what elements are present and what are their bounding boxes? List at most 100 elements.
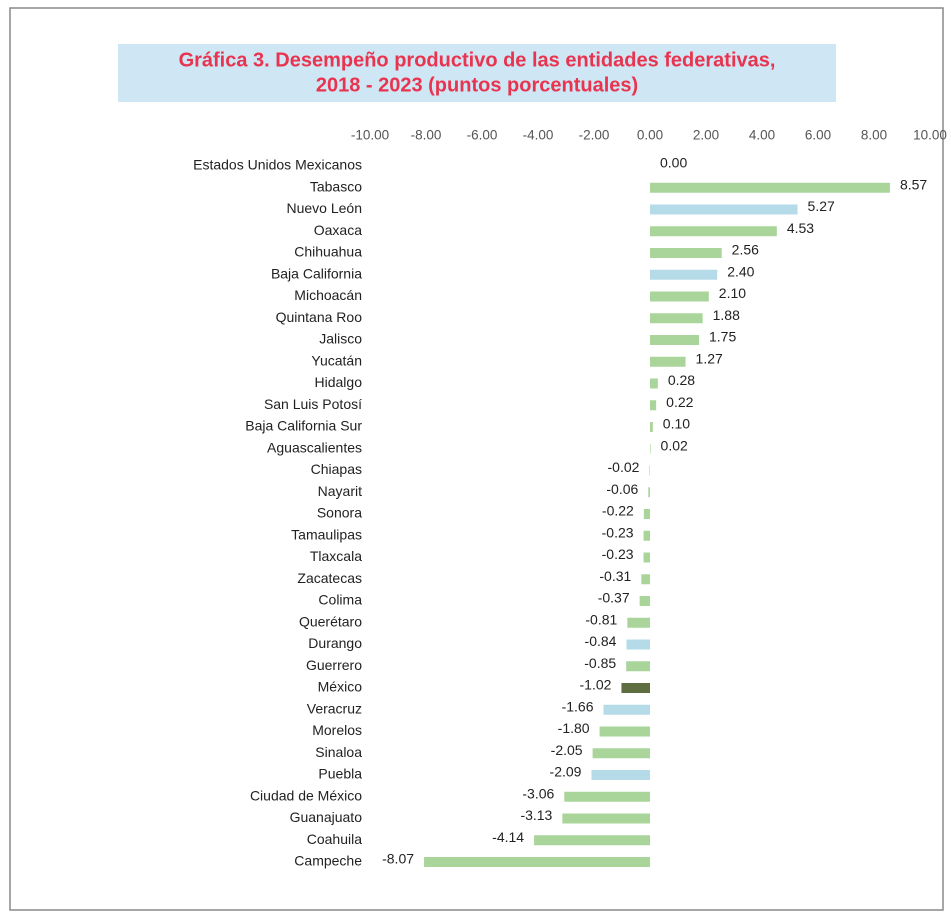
- value-label: -8.07: [382, 851, 414, 867]
- value-label: -0.31: [599, 568, 631, 584]
- category-label: Hidalgo: [315, 374, 363, 390]
- bar: [603, 704, 650, 715]
- category-label: Puebla: [318, 766, 362, 782]
- bar: [564, 791, 650, 802]
- category-label: Oaxaca: [314, 222, 362, 238]
- bar: [643, 530, 650, 541]
- category-label: Michoacán: [294, 287, 362, 303]
- category-label: Guerrero: [306, 657, 362, 673]
- category-label: Tabasco: [310, 178, 362, 194]
- value-label: -1.02: [580, 677, 612, 693]
- category-label: Campeche: [294, 853, 362, 869]
- title-box: [118, 44, 836, 102]
- value-label: -0.06: [606, 481, 638, 497]
- category-label: Estados Unidos Mexicanos: [193, 157, 362, 173]
- value-label: -0.23: [602, 524, 634, 540]
- value-label: -1.66: [562, 698, 594, 714]
- value-label: -0.37: [598, 590, 630, 606]
- category-label: San Luis Potosí: [264, 396, 362, 412]
- chart-title: Gráfica 3. Desempeño productivo de las e…: [179, 49, 776, 71]
- category-label: Nuevo León: [286, 200, 362, 216]
- bar: [643, 509, 650, 519]
- bar: [650, 291, 709, 302]
- category-label: Coahuila: [307, 831, 362, 847]
- bar: [599, 726, 650, 737]
- bar: [534, 835, 650, 846]
- x-tick-label: 4.00: [749, 128, 775, 143]
- value-label: 4.53: [787, 220, 814, 236]
- bar: [626, 639, 650, 650]
- x-tick-label: -6.00: [467, 128, 498, 143]
- value-label: 0.22: [666, 394, 693, 410]
- category-label: Nayarit: [318, 483, 362, 499]
- category-label: Tamaulipas: [291, 526, 362, 542]
- category-label: Aguascalientes: [267, 439, 362, 455]
- category-label: Chihuahua: [294, 244, 362, 260]
- value-label: 1.27: [696, 350, 723, 366]
- category-label: Zacatecas: [297, 570, 362, 586]
- value-label: 0.28: [668, 372, 695, 388]
- x-tick-label: -10.00: [351, 128, 389, 143]
- x-tick-label: 0.00: [637, 128, 663, 143]
- category-label: Morelos: [312, 722, 362, 738]
- category-label: Quintana Roo: [276, 309, 363, 325]
- category-label: Veracruz: [307, 700, 362, 716]
- bar: [592, 748, 650, 759]
- bar: [650, 356, 686, 367]
- bar: [650, 204, 798, 215]
- bar: [621, 683, 650, 693]
- value-label: -0.84: [585, 633, 617, 649]
- value-label: 0.02: [661, 437, 688, 453]
- value-label: 0.10: [663, 416, 690, 432]
- category-label: Sinaloa: [315, 744, 362, 760]
- bar: [650, 422, 653, 432]
- value-label: -0.81: [585, 611, 617, 627]
- bar: [627, 617, 650, 628]
- bar: [650, 378, 658, 389]
- value-label: -1.80: [558, 720, 590, 736]
- bar: [648, 487, 650, 498]
- value-label: -0.02: [608, 459, 640, 475]
- x-tick-label: 10.00: [913, 128, 947, 143]
- value-label: -2.09: [550, 764, 582, 780]
- value-label: -4.14: [492, 829, 524, 845]
- category-label: Ciudad de México: [250, 787, 362, 803]
- value-label: -3.06: [522, 785, 554, 801]
- category-label: México: [318, 679, 363, 695]
- category-label: Jalisco: [319, 331, 362, 347]
- category-label: Colima: [318, 592, 362, 608]
- frame: [9, 7, 944, 911]
- category-label: Guanajuato: [290, 809, 363, 825]
- value-label: -0.22: [602, 503, 634, 519]
- bar: [643, 552, 650, 563]
- bar: [650, 313, 703, 324]
- x-tick-label: -8.00: [411, 128, 442, 143]
- x-tick-label: -2.00: [579, 128, 610, 143]
- bar: [650, 400, 657, 411]
- x-tick-label: 6.00: [805, 128, 831, 143]
- category-label: Tlaxcala: [310, 548, 362, 564]
- bar: [639, 596, 650, 606]
- x-tick-label: 8.00: [861, 128, 887, 143]
- value-label: -2.05: [551, 742, 583, 758]
- value-label: 2.56: [732, 242, 759, 258]
- category-label: Baja California: [271, 265, 362, 281]
- x-tick-label: -4.00: [523, 128, 554, 143]
- value-label: 2.10: [719, 285, 746, 301]
- bar: [626, 661, 650, 672]
- value-label: -0.85: [584, 655, 616, 671]
- bar: [641, 574, 650, 585]
- bar: [591, 770, 650, 780]
- bar: [650, 226, 777, 237]
- value-label: -0.23: [602, 546, 634, 562]
- category-label: Durango: [308, 635, 362, 651]
- bar: [649, 465, 650, 476]
- category-label: Chiapas: [311, 461, 362, 477]
- category-label: Sonora: [317, 505, 362, 521]
- bar: [562, 813, 650, 824]
- bar: [650, 335, 699, 345]
- bar: [650, 248, 722, 258]
- bar: [650, 269, 718, 280]
- value-label: 5.27: [808, 198, 835, 214]
